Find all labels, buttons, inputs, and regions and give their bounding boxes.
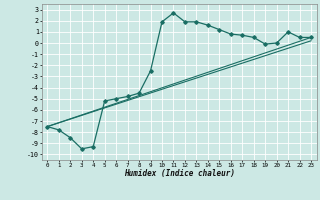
X-axis label: Humidex (Indice chaleur): Humidex (Indice chaleur) <box>124 169 235 178</box>
